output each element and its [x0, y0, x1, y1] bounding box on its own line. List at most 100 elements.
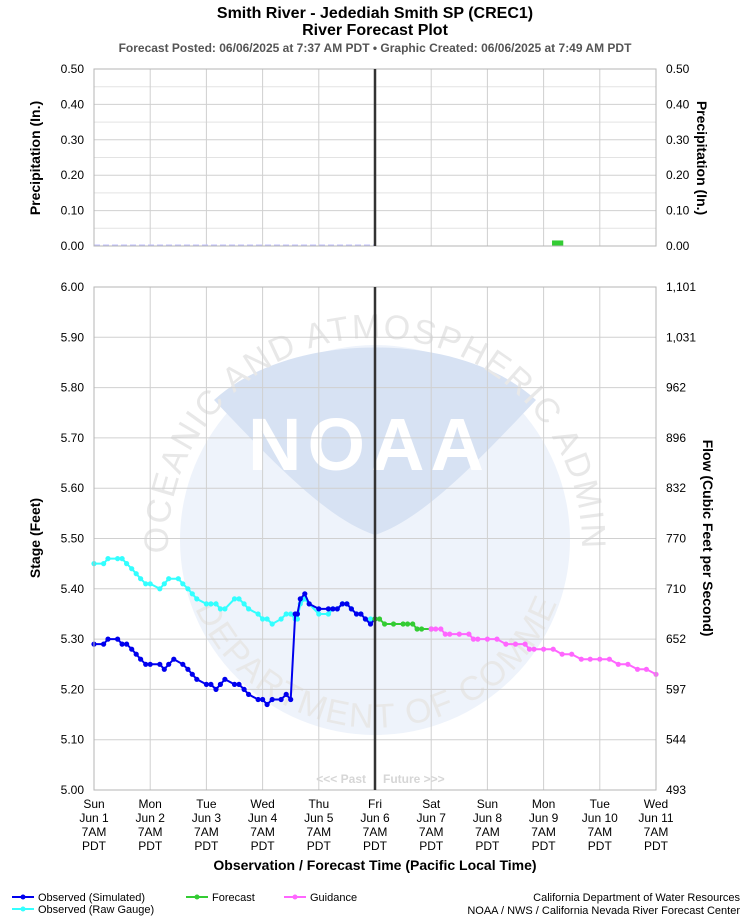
- legend-marker-observed-simulated: [20, 894, 26, 900]
- x-tick-line: Jun 10: [582, 811, 618, 825]
- noaa-logo-text: NOAA: [248, 403, 490, 486]
- series-point-observed-simulated: [288, 696, 294, 703]
- x-tick-label: Sun Jun 1 7AM PDT: [79, 797, 109, 853]
- series-point-observed-raw-gauge: [255, 611, 261, 617]
- series-point-observed-raw-gauge: [325, 611, 331, 617]
- series-point-observed-simulated: [161, 666, 167, 672]
- flow-tick-right: 652: [666, 632, 686, 646]
- x-tick-line: Tue: [196, 797, 217, 811]
- stage-tick-left: 5.20: [61, 682, 85, 696]
- series-point-guidance: [438, 626, 444, 632]
- series-point-observed-simulated: [101, 641, 107, 647]
- series-point-observed-simulated: [339, 601, 345, 607]
- legend-label-observed-raw: Observed (Raw Gauge): [38, 904, 154, 916]
- series-point-guidance: [578, 656, 584, 662]
- precip-tick-right: 0.20: [666, 168, 690, 182]
- x-tick-line: Sun: [477, 797, 498, 811]
- x-tick-line: PDT: [532, 839, 557, 853]
- series-point-observed-simulated: [283, 691, 289, 698]
- series-point-observed-simulated: [115, 636, 121, 642]
- x-tick-line: 7AM: [82, 825, 107, 839]
- series-point-guidance: [494, 636, 500, 642]
- series-point-observed-simulated: [105, 636, 111, 642]
- series-point-observed-raw-gauge: [264, 616, 270, 622]
- x-tick-line: Jun 9: [529, 811, 559, 825]
- x-tick-line: PDT: [363, 839, 388, 853]
- precip-tick-right: 0.10: [666, 204, 690, 218]
- series-point-observed-raw-gauge: [213, 601, 219, 607]
- flow-tick-right: 493: [666, 783, 686, 797]
- series-point-observed-simulated: [124, 641, 130, 647]
- series-point-guidance: [466, 631, 472, 637]
- series-point-observed-simulated: [222, 676, 228, 682]
- x-tick-label: Tue Jun 10 7AM PDT: [582, 797, 618, 853]
- series-point-observed-raw-gauge: [231, 596, 238, 602]
- x-tick-line: Jun 4: [248, 811, 278, 825]
- legend-marker-forecast: [194, 894, 200, 900]
- x-tick-line: PDT: [82, 839, 107, 853]
- credit-dwr: California Department of Water Resources: [533, 892, 740, 904]
- series-point-guidance: [541, 646, 547, 652]
- series-point-observed-raw-gauge: [157, 586, 163, 592]
- chart-title: Smith River - Jedediah Smith SP (CREC1): [217, 5, 533, 22]
- series-point-observed-raw-gauge: [133, 571, 139, 577]
- series-point-observed-raw-gauge: [161, 581, 167, 587]
- x-tick-line: Jun 2: [136, 811, 166, 825]
- flow-tick-right: 896: [666, 431, 686, 445]
- series-point-observed-raw-gauge: [236, 596, 242, 602]
- x-tick-line: 7AM: [419, 825, 444, 839]
- series-point-observed-raw-gauge: [294, 616, 300, 622]
- x-tick-line: Jun 11: [638, 811, 673, 825]
- past-label: <<< Past: [316, 772, 366, 786]
- x-tick-line: Tue: [590, 797, 611, 811]
- series-point-guidance: [512, 641, 519, 647]
- stage-tick-left: 5.60: [61, 481, 85, 495]
- series-point-observed-simulated: [217, 681, 223, 688]
- flow-ticks-right: 493 544 597 652 710 770 832 896 962 1,031 1,101: [666, 280, 696, 797]
- series-point-observed-simulated: [213, 686, 219, 693]
- series-point-forecast: [414, 626, 420, 632]
- x-tick-line: 7AM: [363, 825, 388, 839]
- precipitation-ticks-left: 0.00 0.10 0.20 0.30 0.40 0.50: [61, 62, 85, 253]
- stage-tick-left: 5.50: [61, 532, 85, 546]
- series-point-observed-simulated: [203, 681, 209, 688]
- flow-tick-right: 710: [666, 582, 686, 596]
- series-point-observed-simulated: [208, 681, 214, 688]
- x-tick-line: 7AM: [306, 825, 331, 839]
- precip-ylabel-right: Precipitation (In.): [694, 101, 710, 215]
- stage-tick-left: 5.90: [61, 330, 85, 344]
- precip-tick-right: 0.30: [666, 133, 690, 147]
- x-tick-line: 7AM: [587, 825, 612, 839]
- series-point-observed-simulated: [325, 606, 331, 612]
- series-point-forecast: [405, 621, 411, 627]
- series-point-observed-raw-gauge: [166, 576, 172, 582]
- series-point-observed-raw-gauge: [147, 581, 153, 587]
- series-point-observed-simulated: [294, 611, 300, 617]
- stage-tick-left: 5.10: [61, 733, 85, 747]
- series-point-guidance: [625, 661, 631, 667]
- stage-ylabel: Stage (Feet): [27, 498, 43, 578]
- x-tick-line: PDT: [138, 839, 163, 853]
- series-point-observed-raw-gauge: [185, 586, 191, 592]
- x-tick-line: Jun 8: [473, 811, 503, 825]
- series-point-guidance: [550, 646, 556, 652]
- x-tick-line: Wed: [250, 797, 274, 811]
- precip-tick-left: 0.40: [61, 97, 85, 111]
- flow-tick-right: 1,101: [666, 280, 696, 294]
- series-point-guidance: [484, 636, 490, 642]
- series-point-observed-raw-gauge: [246, 606, 252, 612]
- series-point-guidance: [531, 646, 537, 652]
- series-point-observed-raw-gauge: [222, 606, 228, 612]
- series-point-observed-raw-gauge: [119, 556, 125, 562]
- x-tick-line: Jun 7: [417, 811, 447, 825]
- series-point-observed-simulated: [194, 676, 200, 682]
- series-point-observed-simulated: [297, 596, 303, 602]
- series-forecast: [372, 616, 434, 632]
- series-point-observed-simulated: [302, 591, 308, 597]
- x-tick-line: PDT: [644, 839, 669, 853]
- x-tick-line: PDT: [419, 839, 444, 853]
- series-point-observed-raw-gauge: [189, 591, 195, 597]
- x-tick-line: Wed: [644, 797, 668, 811]
